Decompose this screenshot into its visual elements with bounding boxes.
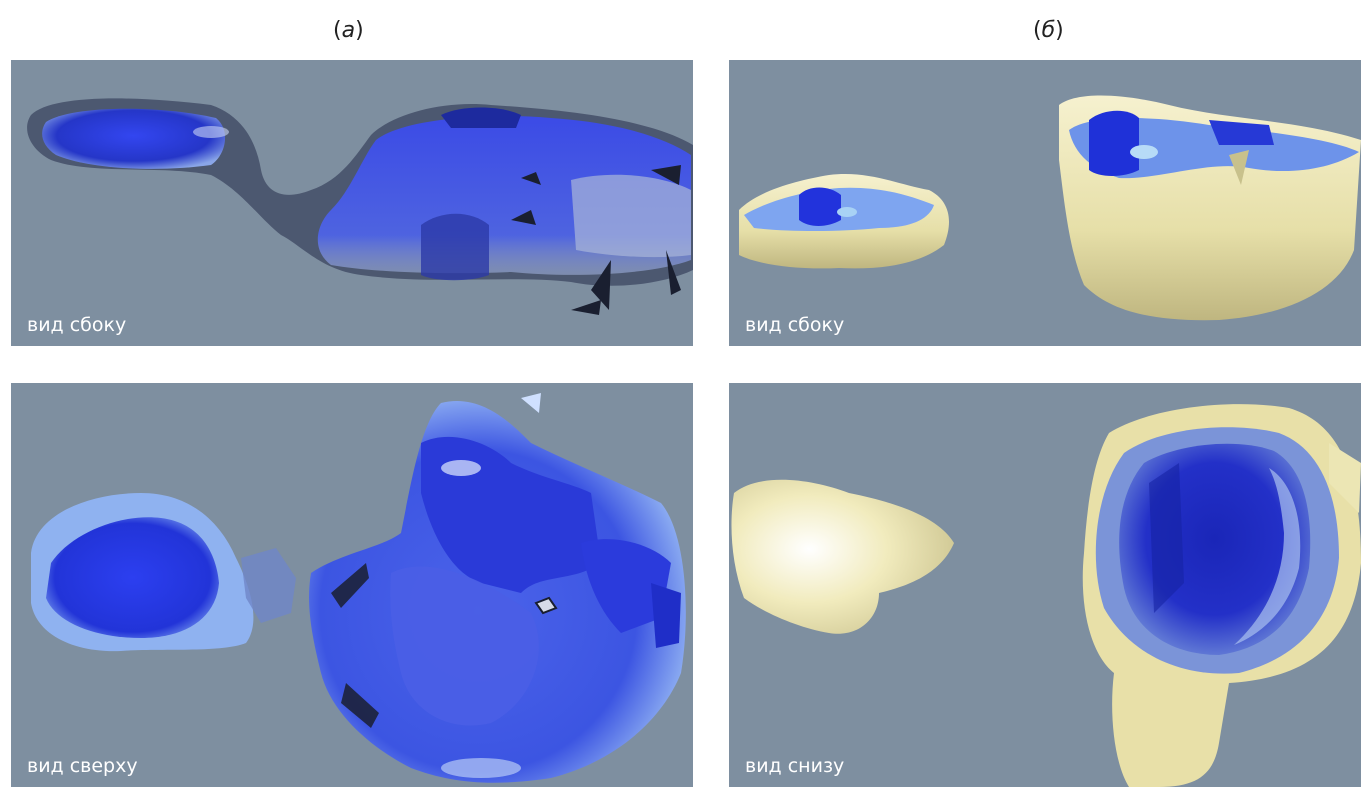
caption-b-side: вид сбоку	[745, 314, 845, 336]
render-panel-a-side: вид сбоку	[11, 60, 693, 346]
caption-b-bottom: вид снизу	[745, 755, 845, 777]
column-label-a: (а)	[333, 18, 364, 43]
column-letter-b: б	[1041, 18, 1056, 43]
render-panel-b-bottom: вид снизу	[729, 383, 1361, 787]
paren-open: (	[333, 18, 342, 43]
column-letter-a: а	[341, 18, 356, 43]
render-panel-a-top: вид сверху	[11, 383, 693, 787]
paren-open: (	[1033, 18, 1042, 43]
cavity-render-b-bottom	[731, 404, 1361, 787]
paren-close: )	[355, 18, 364, 43]
render-panel-b-side: вид сбоку	[729, 60, 1361, 346]
caption-a-top: вид сверху	[27, 755, 138, 777]
column-label-b: (б)	[1033, 18, 1064, 43]
cavity-render-a-side	[27, 98, 693, 315]
paren-close: )	[1055, 18, 1064, 43]
cavity-render-a-top	[31, 393, 686, 783]
cavity-render-b-side	[739, 95, 1361, 321]
caption-a-side: вид сбоку	[27, 314, 127, 336]
